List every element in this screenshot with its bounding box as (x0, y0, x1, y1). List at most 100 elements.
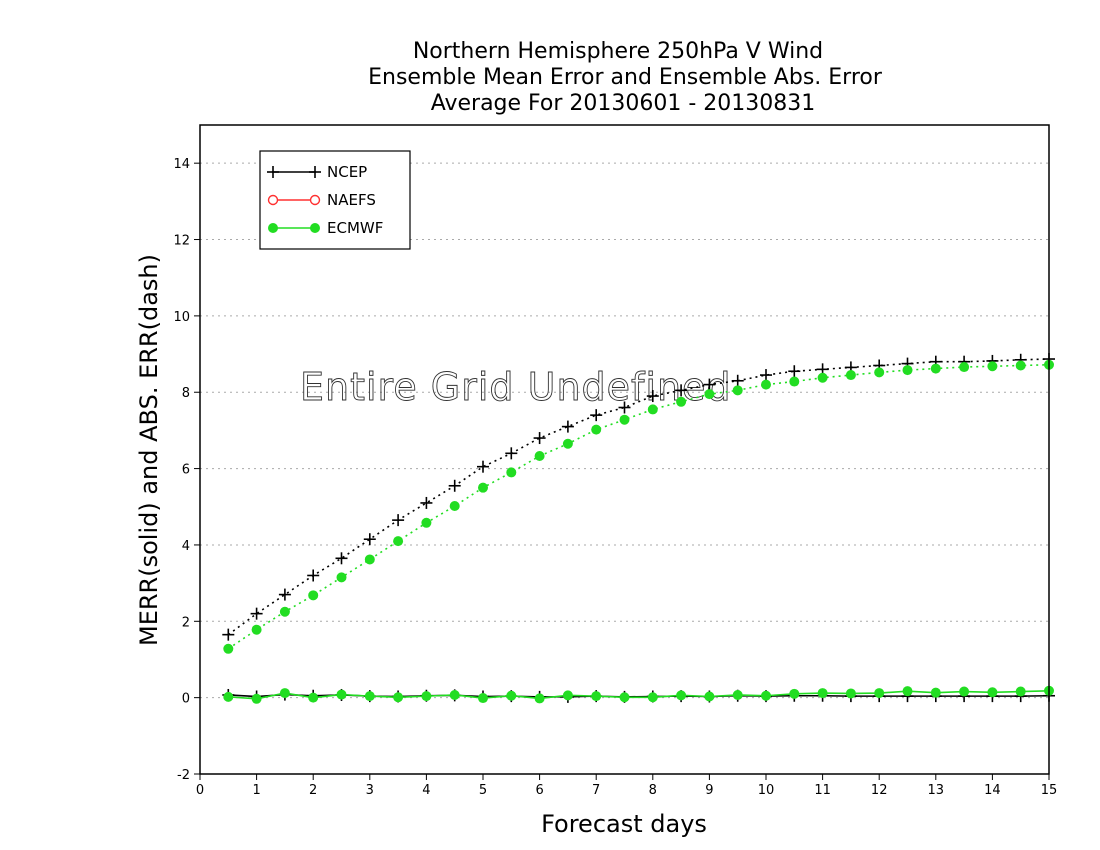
y-tick-label: -2 (177, 768, 190, 783)
x-tick-label: 1 (252, 783, 260, 798)
ecmwf-abs-err-point (1015, 360, 1026, 371)
y-axis-label: MERR(solid) and ABS. ERR(dash) (135, 254, 163, 646)
ncep-abs-err-point (420, 496, 433, 509)
x-axis-label: Forecast days (541, 810, 707, 838)
ecmwf-mean-err-point (364, 691, 375, 702)
ecmwf-abs-err-point (478, 482, 488, 493)
ncep-abs-err-point (618, 401, 631, 414)
x-tick-label: 10 (758, 783, 775, 798)
ecmwf-abs-err-point (449, 501, 460, 512)
ecmwf-abs-err-point (591, 424, 602, 435)
y-tick-label: 4 (182, 539, 190, 554)
plot-frame (199, 124, 1050, 775)
ecmwf-mean-err-point (506, 690, 517, 701)
ncep-abs-err-point (731, 374, 744, 387)
ncep-abs-err-point (477, 460, 489, 473)
ncep-abs-err-point (250, 607, 263, 620)
ecmwf-mean-err-point (959, 686, 970, 697)
x-tick-label: 4 (422, 783, 430, 798)
ecmwf-mean-err-point (336, 689, 347, 700)
ecmwf-abs-err-point (845, 370, 856, 381)
y-tick-label: 2 (182, 615, 190, 630)
ecmwf-abs-err-point (704, 389, 715, 400)
legend-label: NAEFS (327, 191, 376, 209)
ecmwf-abs-err-point (534, 450, 545, 461)
ecmwf-mean-err-point (987, 687, 998, 698)
legend: NCEP NAEFS ECMWF (259, 150, 411, 250)
ecmwf-mean-err-point (562, 690, 573, 701)
ecmwf-abs-err-point (562, 438, 573, 449)
ecmwf-abs-err-point (223, 643, 234, 654)
chart-title-line-3: Average For 20130601 - 20130831 (431, 91, 816, 116)
legend-marker (267, 194, 279, 206)
ecmwf-mean-err-point (647, 692, 658, 703)
ecmwf-mean-err-point (619, 692, 630, 703)
ncep-abs-err-point (788, 365, 801, 378)
x-tick-label: 0 (196, 783, 204, 798)
ecmwf-mean-err-point (478, 693, 488, 704)
ecmwf-abs-err-point (647, 404, 658, 415)
ecmwf-mean-err-point (676, 690, 687, 701)
ecmwf-abs-err-point (987, 361, 998, 372)
ecmwf-mean-err-point (421, 691, 432, 702)
ecmwf-abs-err-point (506, 467, 517, 478)
ncep-abs-err-point (533, 432, 546, 445)
ncep-abs-err-point (222, 628, 235, 641)
x-tick-label: 8 (649, 783, 657, 798)
ncep-abs-err-point (278, 588, 291, 601)
ecmwf-mean-err-point (817, 688, 828, 699)
ecmwf-abs-err-point (930, 363, 941, 374)
ecmwf-mean-err-point (732, 689, 743, 700)
ecmwf-mean-err-point (308, 692, 319, 703)
ecmwf-abs-err-point (393, 536, 404, 547)
y-tick-label: 10 (173, 310, 190, 325)
ncep-abs-err-point (335, 552, 348, 565)
x-tick-label: 13 (928, 783, 945, 798)
ecmwf-mean-err-point (393, 692, 404, 703)
ecmwf-mean-err-point (704, 691, 715, 702)
ecmwf-abs-err-point (817, 372, 828, 383)
ecmwf-abs-err-point (619, 414, 630, 425)
ncep-abs-err-point (646, 390, 659, 403)
x-tick-label: 9 (705, 783, 713, 798)
ncep-abs-err-point (392, 514, 405, 527)
ecmwf-mean-err-point (534, 693, 545, 704)
y-tick-label: 0 (182, 692, 190, 707)
legend-marker (267, 166, 279, 178)
ecmwf-mean-err-point (223, 691, 234, 702)
legend-marker (309, 166, 321, 178)
ecmwf-mean-err-point (591, 691, 602, 702)
legend-item-naefs: NAEFS (267, 191, 376, 209)
x-tick-label: 15 (1041, 783, 1058, 798)
ecmwf-abs-err-point (676, 396, 687, 407)
legend-label: ECMWF (327, 219, 383, 237)
grid-undefined-annotation: Entire Grid Undefined (300, 365, 732, 409)
legend-marker (309, 194, 321, 206)
chart-title-line-2: Ensemble Mean Error and Ensemble Abs. Er… (368, 65, 883, 90)
ecmwf-abs-err-point (308, 590, 319, 601)
y-tick-label: 14 (173, 157, 190, 172)
ecmwf-mean-err-point (902, 686, 913, 697)
ecmwf-abs-err-point (761, 379, 771, 390)
ecmwf-abs-err-point (336, 572, 347, 583)
legend-label: NCEP (327, 163, 367, 181)
legend-item-ecmwf: ECMWF (268, 219, 383, 237)
x-tick-label: 7 (592, 783, 600, 798)
y-tick-label: 12 (173, 234, 190, 249)
x-tick-label: 5 (479, 783, 487, 798)
ecmwf-mean-err-point (279, 688, 290, 699)
ecmwf-mean-err-point (251, 693, 262, 704)
ncep-abs-err-point (505, 447, 518, 460)
ecmwf-abs-err-point (959, 362, 970, 373)
ecmwf-abs-err-point (421, 517, 432, 528)
ncep-abs-err-point (561, 420, 574, 433)
x-tick-label: 14 (984, 783, 1001, 798)
ecmwf-abs-err-point (364, 554, 375, 565)
x-tick-label: 12 (871, 783, 888, 798)
legend-marker (268, 223, 278, 233)
ecmwf-mean-err-point (1015, 686, 1026, 697)
ncep-abs-err-point (363, 533, 376, 546)
y-tick-label: 6 (182, 463, 190, 478)
ecmwf-abs-err-point (902, 365, 913, 376)
